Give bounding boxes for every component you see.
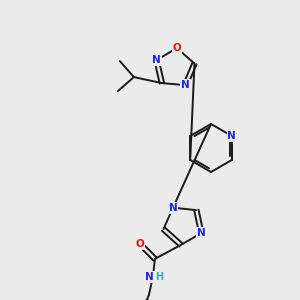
Text: O: O [172,43,181,53]
Text: N: N [181,80,190,90]
Text: N: N [152,55,161,65]
Text: O: O [136,239,144,249]
Text: N: N [227,131,236,141]
Text: N: N [145,272,153,282]
Text: N: N [169,203,177,213]
Text: N: N [197,228,206,238]
Text: H: H [155,272,163,282]
